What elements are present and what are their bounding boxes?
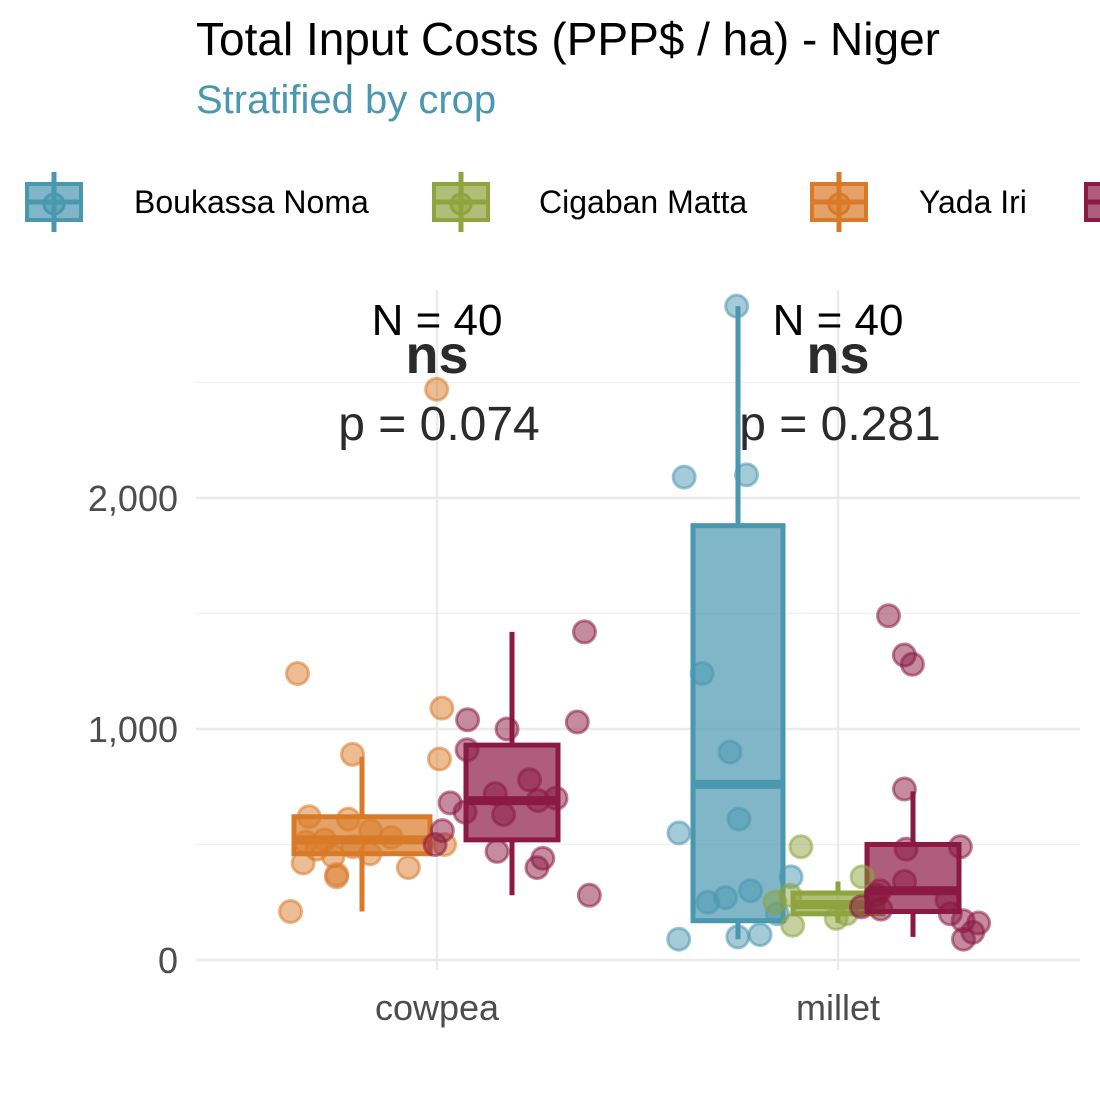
points xyxy=(278,293,992,952)
legend-label: Cigaban Matta xyxy=(539,184,747,220)
data-point xyxy=(278,898,304,924)
significance-label: ns xyxy=(806,325,869,385)
data-point xyxy=(576,882,602,908)
data-point xyxy=(335,806,361,832)
data-point xyxy=(454,737,480,763)
p-value-label: p = 0.281 xyxy=(739,398,941,451)
legend-key xyxy=(1084,182,1100,222)
data-point xyxy=(666,820,692,846)
legend-label: Yada Iri xyxy=(919,184,1027,220)
significance-label: ns xyxy=(405,325,468,385)
data-point xyxy=(725,924,751,950)
data-point xyxy=(426,746,452,772)
data-point xyxy=(947,834,973,860)
legend: Boukassa Noma Cigaban Matta Yada Iri xyxy=(25,172,1100,232)
legend-label: Boukassa Noma xyxy=(134,184,369,220)
data-point xyxy=(868,896,894,922)
data-point xyxy=(424,376,450,402)
data-point xyxy=(517,767,543,793)
data-point xyxy=(358,818,384,844)
data-point xyxy=(296,804,322,830)
data-point xyxy=(524,855,550,881)
data-point xyxy=(689,661,715,687)
data-point xyxy=(378,825,404,851)
data-point xyxy=(734,462,760,488)
data-point xyxy=(738,878,764,904)
data-point xyxy=(899,651,925,677)
data-point xyxy=(290,850,316,876)
legend-key-point xyxy=(827,192,851,216)
legend-key-point xyxy=(449,192,473,216)
data-point xyxy=(893,836,919,862)
n-label: N = 40 xyxy=(372,296,503,345)
data-point xyxy=(422,831,448,857)
data-point xyxy=(892,868,918,894)
data-point xyxy=(891,776,917,802)
data-point xyxy=(695,889,721,915)
box xyxy=(690,523,786,924)
y-tick-label: 0 xyxy=(158,940,178,981)
data-point xyxy=(484,838,510,864)
legend-key xyxy=(432,172,490,232)
data-point xyxy=(726,806,752,832)
data-point xyxy=(780,912,806,938)
x-tick-label: cowpea xyxy=(375,987,500,1028)
data-point xyxy=(950,926,976,952)
y-tick-label: 2,000 xyxy=(88,478,178,519)
y-tick-label: 1,000 xyxy=(88,709,178,750)
data-point xyxy=(849,864,875,890)
data-point xyxy=(571,619,597,645)
data-point xyxy=(429,695,455,721)
data-point xyxy=(395,855,421,881)
x-tick-label: millet xyxy=(796,987,880,1028)
data-point xyxy=(285,661,311,687)
data-point xyxy=(717,739,743,765)
data-point xyxy=(671,464,697,490)
data-point xyxy=(491,801,517,827)
legend-key-point xyxy=(42,192,66,216)
data-point xyxy=(324,864,350,890)
data-point xyxy=(340,741,366,767)
boxes xyxy=(291,306,962,940)
data-point xyxy=(724,293,750,319)
p-value-label: p = 0.074 xyxy=(338,398,540,451)
chart-title: Total Input Costs (PPP$ / ha) - Niger xyxy=(196,13,940,65)
data-point xyxy=(482,781,508,807)
data-point xyxy=(494,716,520,742)
data-point xyxy=(357,841,383,867)
data-point xyxy=(823,905,849,931)
chart-subtitle: Stratified by crop xyxy=(196,78,497,122)
grid xyxy=(196,290,1080,970)
axes: 0 1,000 2,000 cowpea millet xyxy=(88,478,880,1028)
data-point xyxy=(455,707,481,733)
data-point xyxy=(788,834,814,860)
legend-key xyxy=(25,172,83,232)
data-point xyxy=(747,922,773,948)
data-point xyxy=(875,603,901,629)
n-label: N = 40 xyxy=(773,296,904,345)
data-point xyxy=(564,709,590,735)
data-point xyxy=(452,799,478,825)
data-point xyxy=(666,926,692,952)
data-point xyxy=(762,889,788,915)
legend-key xyxy=(810,172,868,232)
data-point xyxy=(525,788,551,814)
